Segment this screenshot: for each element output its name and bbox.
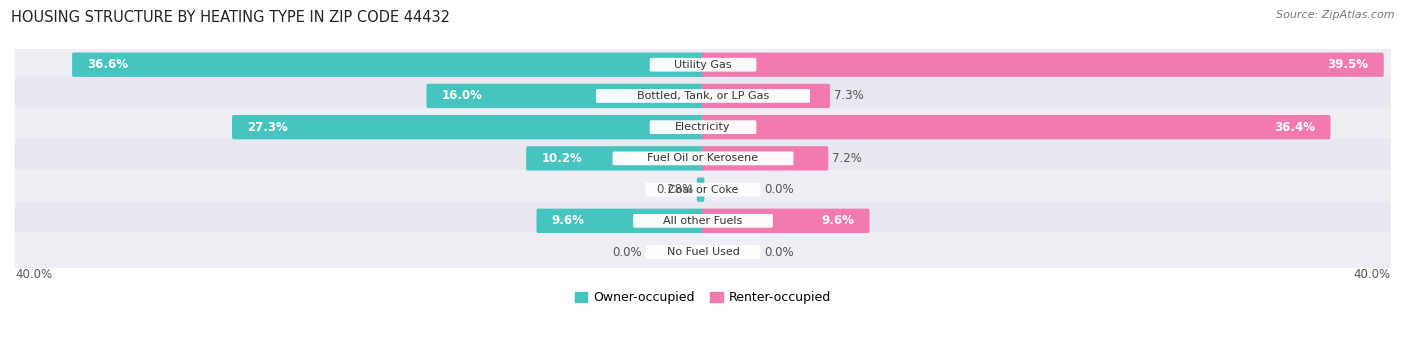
FancyBboxPatch shape (650, 58, 756, 72)
FancyBboxPatch shape (426, 84, 704, 108)
FancyBboxPatch shape (537, 209, 704, 233)
FancyBboxPatch shape (14, 45, 1392, 84)
FancyBboxPatch shape (645, 245, 761, 259)
FancyBboxPatch shape (633, 214, 773, 228)
Text: 36.6%: 36.6% (87, 58, 128, 71)
FancyBboxPatch shape (697, 177, 704, 202)
FancyBboxPatch shape (702, 146, 828, 170)
FancyBboxPatch shape (702, 53, 1384, 77)
Text: Fuel Oil or Kerosene: Fuel Oil or Kerosene (647, 153, 759, 163)
FancyBboxPatch shape (14, 139, 1392, 178)
FancyBboxPatch shape (613, 151, 793, 165)
FancyBboxPatch shape (596, 89, 810, 103)
Text: Utility Gas: Utility Gas (675, 60, 731, 70)
Text: 0.0%: 0.0% (765, 246, 794, 258)
FancyBboxPatch shape (645, 183, 761, 196)
Text: 7.3%: 7.3% (834, 89, 863, 102)
FancyBboxPatch shape (14, 76, 1392, 116)
Text: 40.0%: 40.0% (1354, 268, 1391, 281)
Text: 9.6%: 9.6% (821, 214, 855, 227)
Text: 40.0%: 40.0% (15, 268, 52, 281)
FancyBboxPatch shape (702, 115, 1330, 139)
Text: Bottled, Tank, or LP Gas: Bottled, Tank, or LP Gas (637, 91, 769, 101)
Text: Source: ZipAtlas.com: Source: ZipAtlas.com (1277, 10, 1395, 20)
FancyBboxPatch shape (72, 53, 704, 77)
Text: All other Fuels: All other Fuels (664, 216, 742, 226)
FancyBboxPatch shape (702, 84, 830, 108)
FancyBboxPatch shape (526, 146, 704, 170)
Text: 0.0%: 0.0% (765, 183, 794, 196)
FancyBboxPatch shape (14, 107, 1392, 147)
Text: No Fuel Used: No Fuel Used (666, 247, 740, 257)
FancyBboxPatch shape (650, 120, 756, 134)
Text: 16.0%: 16.0% (441, 89, 482, 102)
FancyBboxPatch shape (702, 209, 869, 233)
Text: 7.2%: 7.2% (832, 152, 862, 165)
Text: 27.3%: 27.3% (247, 121, 288, 134)
Text: 39.5%: 39.5% (1327, 58, 1368, 71)
Text: 0.28%: 0.28% (655, 183, 693, 196)
Text: Electricity: Electricity (675, 122, 731, 132)
FancyBboxPatch shape (14, 170, 1392, 209)
Text: 0.0%: 0.0% (612, 246, 641, 258)
Text: 10.2%: 10.2% (541, 152, 582, 165)
FancyBboxPatch shape (14, 232, 1392, 272)
Text: 36.4%: 36.4% (1274, 121, 1316, 134)
Text: 9.6%: 9.6% (551, 214, 585, 227)
FancyBboxPatch shape (14, 201, 1392, 240)
Text: HOUSING STRUCTURE BY HEATING TYPE IN ZIP CODE 44432: HOUSING STRUCTURE BY HEATING TYPE IN ZIP… (11, 10, 450, 25)
Text: Coal or Coke: Coal or Coke (668, 184, 738, 195)
Legend: Owner-occupied, Renter-occupied: Owner-occupied, Renter-occupied (569, 286, 837, 310)
FancyBboxPatch shape (232, 115, 704, 139)
